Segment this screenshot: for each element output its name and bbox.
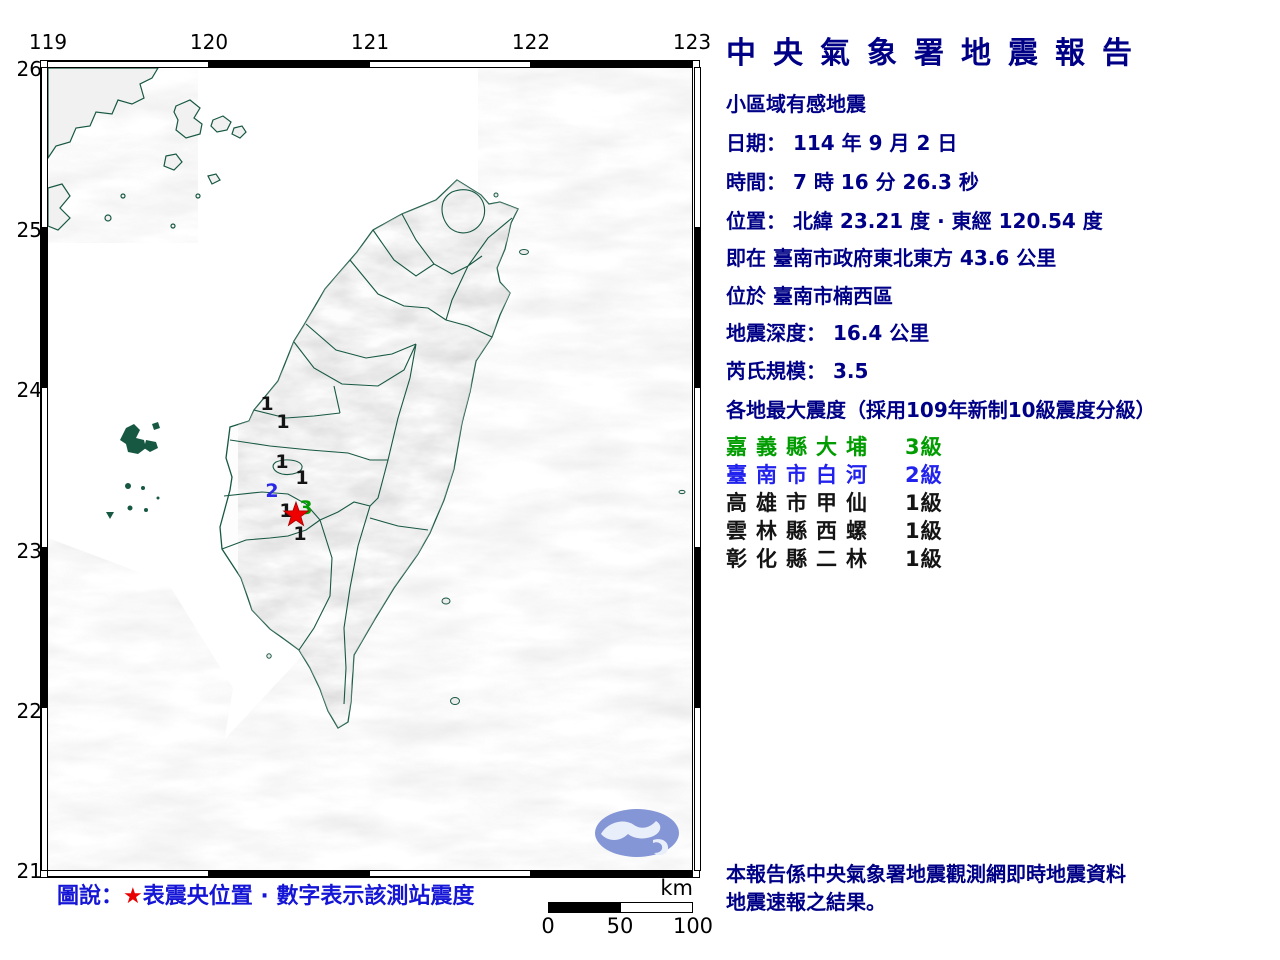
intensity-row-location: 臺南市白河 — [726, 463, 876, 487]
taiwan-map-svg: 1 1 1 1 2 1 3 1 — [47, 67, 692, 870]
scalebar-unit: km — [660, 876, 693, 900]
scalebar-label-50: 50 — [606, 914, 634, 938]
footer-note-line2: 地震速報之結果。 — [726, 890, 886, 914]
station-intensity: 1 — [295, 467, 308, 489]
x-tick-119: 119 — [28, 30, 68, 54]
report-relative-line: 即在 臺南市政府東北東方 43.6 公里 — [726, 246, 1057, 270]
intensity-table-header: 各地最大震度（採用109年新制10級震度分級） — [726, 398, 1156, 422]
intensity-row-level: 2級 — [905, 463, 943, 487]
station-intensity: 1 — [276, 411, 289, 433]
x-tick-123: 123 — [672, 30, 712, 54]
scalebar — [548, 902, 693, 913]
x-tick-122: 122 — [511, 30, 551, 54]
station-intensity: 2 — [265, 480, 278, 502]
x-tick-120: 120 — [189, 30, 229, 54]
epicenter-star-legend-icon: ★ — [123, 884, 143, 909]
y-tick-22: 22 — [16, 699, 42, 723]
china-coastline — [47, 67, 247, 231]
y-tick-24: 24 — [16, 378, 42, 402]
legend-prefix: 圖說： — [57, 884, 124, 909]
report-title: 中央氣象署地震報告 — [726, 36, 1149, 71]
county-boundaries — [221, 189, 513, 705]
scalebar-filled-half — [549, 903, 621, 912]
intensity-row-location: 雲林縣西螺 — [726, 519, 876, 543]
map-frame: 1 1 1 1 2 1 3 1 — [40, 60, 701, 878]
report-magnitude-line: 芮氏規模： 3.5 — [726, 359, 869, 383]
intensity-row-level: 1級 — [905, 519, 943, 543]
legend-text: 表震央位置 · 數字表示該測站震度 — [142, 884, 475, 909]
x-tick-121: 121 — [350, 30, 390, 54]
y-tick-23: 23 — [16, 539, 42, 563]
intensity-row-level: 1級 — [905, 491, 943, 515]
intensity-row-location: 嘉義縣大埔 — [726, 435, 876, 459]
penghu-islands — [106, 422, 160, 519]
y-tick-25: 25 — [16, 218, 42, 242]
intensity-row-level: 3級 — [905, 435, 943, 459]
scalebar-label-100: 100 — [672, 914, 714, 938]
intensity-row-level: 1級 — [905, 547, 943, 571]
y-tick-26: 26 — [16, 57, 42, 81]
cwa-logo — [595, 809, 679, 857]
report-date-line: 日期： 114 年 9 月 2 日 — [726, 131, 958, 155]
station-intensity: 1 — [260, 393, 273, 415]
report-subtitle: 小區域有感地震 — [726, 92, 866, 116]
intensity-row-location: 彰化縣二林 — [726, 547, 876, 571]
map-legend: 圖說：★表震央位置 · 數字表示該測站震度 — [57, 878, 474, 910]
offshore-islands — [266, 192, 686, 705]
report-district-line: 位於 臺南市楠西區 — [726, 284, 893, 308]
intensity-row-location: 高雄市甲仙 — [726, 491, 876, 515]
station-intensity: 1 — [275, 451, 288, 473]
report-time-line: 時間： 7 時 16 分 26.3 秒 — [726, 170, 979, 194]
station-intensity: 1 — [293, 523, 306, 545]
footer-note-line1: 本報告係中央氣象署地震觀測網即時地震資料 — [726, 862, 1126, 886]
report-depth-line: 地震深度： 16.4 公里 — [726, 321, 930, 345]
taiwan-map: 1 1 1 1 2 1 3 1 — [47, 67, 693, 871]
y-tick-21: 21 — [16, 859, 42, 883]
epicenter-star-icon — [282, 500, 310, 527]
report-location-line: 位置： 北緯 23.21 度 · 東經 120.54 度 — [726, 209, 1103, 233]
scalebar-label-0: 0 — [541, 914, 555, 938]
